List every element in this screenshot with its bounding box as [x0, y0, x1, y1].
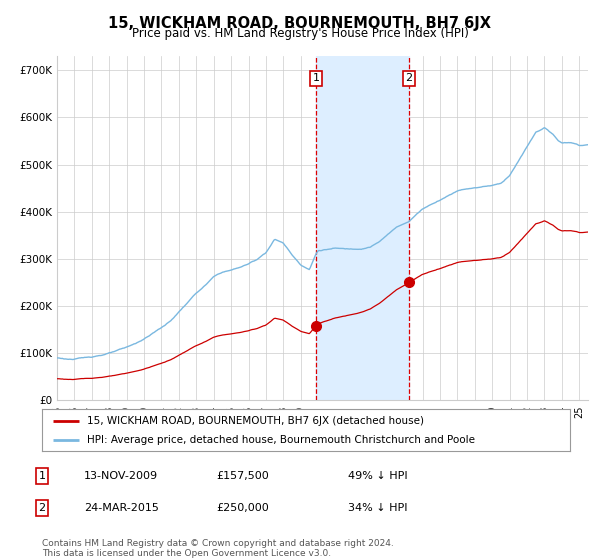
Text: 2: 2 — [406, 73, 413, 83]
Text: Price paid vs. HM Land Registry's House Price Index (HPI): Price paid vs. HM Land Registry's House … — [131, 27, 469, 40]
Text: 2: 2 — [38, 503, 46, 513]
Text: £157,500: £157,500 — [216, 471, 269, 481]
Text: 49% ↓ HPI: 49% ↓ HPI — [348, 471, 407, 481]
Text: 24-MAR-2015: 24-MAR-2015 — [84, 503, 159, 513]
Text: 1: 1 — [38, 471, 46, 481]
Text: 15, WICKHAM ROAD, BOURNEMOUTH, BH7 6JX (detached house): 15, WICKHAM ROAD, BOURNEMOUTH, BH7 6JX (… — [87, 416, 424, 426]
Text: Contains HM Land Registry data © Crown copyright and database right 2024.
This d: Contains HM Land Registry data © Crown c… — [42, 539, 394, 558]
Text: HPI: Average price, detached house, Bournemouth Christchurch and Poole: HPI: Average price, detached house, Bour… — [87, 435, 475, 445]
Text: 13-NOV-2009: 13-NOV-2009 — [84, 471, 158, 481]
Text: 1: 1 — [313, 73, 319, 83]
Text: £250,000: £250,000 — [216, 503, 269, 513]
Bar — [316, 56, 409, 400]
Text: 15, WICKHAM ROAD, BOURNEMOUTH, BH7 6JX: 15, WICKHAM ROAD, BOURNEMOUTH, BH7 6JX — [109, 16, 491, 31]
Text: 34% ↓ HPI: 34% ↓ HPI — [348, 503, 407, 513]
